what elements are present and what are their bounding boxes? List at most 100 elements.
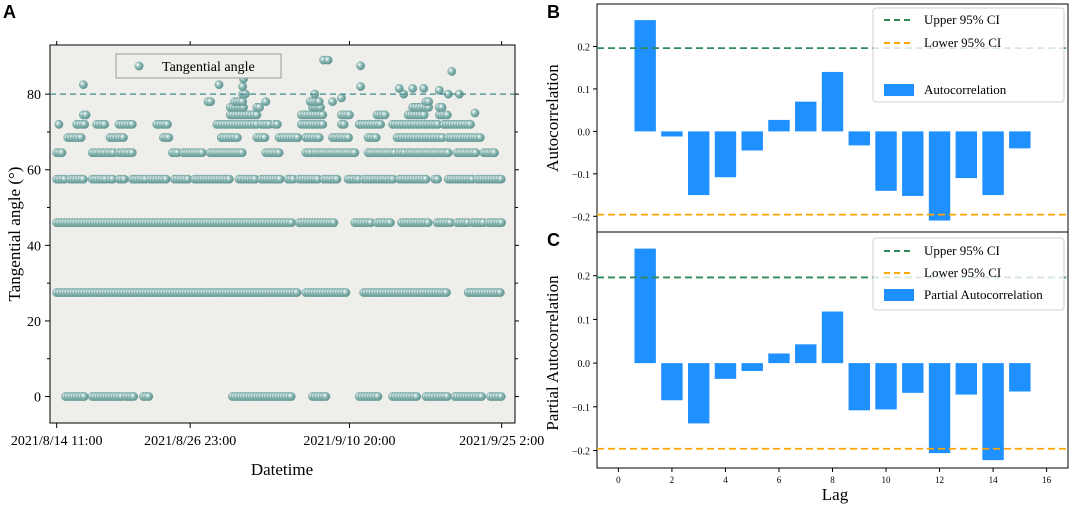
scatter-point [314,133,324,143]
panel-b-legend-bar-swatch [884,84,914,96]
panel-b-bars [597,20,1068,221]
bar-lag-14 [982,363,1004,461]
scatter-point [100,119,110,129]
panel-b-legend-upper-label: Upper 95% CI [924,12,1000,27]
bar-lag-2 [661,131,683,137]
bar-lag-13 [955,363,978,395]
bar-lag-8 [821,71,844,132]
scatter-point [471,148,481,158]
x-tick-label: 14 [989,475,999,485]
scatter-point [79,392,89,401]
y-tick-label: 0.0 [578,127,591,138]
panel-c-legend-bar-label: Partial Autocorrelation [924,287,1043,302]
panel-c-legend-box [872,237,1065,311]
scatter-point [232,133,242,143]
scatter-point [437,102,447,112]
scatter-point [433,174,442,184]
panel-a-plot-area [49,44,516,424]
panel-a-y-axis-label: Tangential angle (°) [5,167,24,302]
scatter-point [447,67,457,76]
panel-c-legend-bar-swatch [884,289,914,301]
scatter-point [386,218,395,228]
panel-c-legend-lower-label: Lower 95% CI [924,265,1001,280]
y-tick-label: 0.1 [578,315,591,326]
y-tick-label: 0 [34,391,41,406]
x-tick-label: 12 [935,475,944,485]
x-tick-label: 8 [830,475,835,485]
scatter-point [292,288,302,297]
scatter-point [421,174,431,184]
scatter-point [419,84,429,93]
scatter-point [197,148,207,158]
panel-label-b: B [547,2,560,22]
scatter-point [344,133,353,143]
panel-a-scatter: 0 20 40 60 80 2021/8/14 11:00 2021/8/26 23:00… [5,41,544,479]
panel-b-y-axis: −0.2 −0.1 0.0 0.1 0.2 [572,42,597,223]
panel-c-pacf-chart: −0.2 −0.1 0.0 0.1 0.2 0 2 4 6 8 10 12 14 16 Lag Part… [543,231,1069,504]
scatter-point [376,119,386,129]
scatter-point [329,218,339,228]
scatter-point [490,148,499,158]
scatter-point [356,61,365,71]
y-tick-label: 40 [27,239,41,254]
scatter-point [496,392,506,401]
scatter-point [260,133,270,143]
x-tick-label: 2021/8/14 11:00 [11,434,103,449]
y-tick-label: 20 [27,315,41,330]
scatter-point [332,174,342,184]
bar-lag-2 [661,363,683,401]
panel-c-x-axis-label: Lag [822,485,849,504]
scatter-point [371,133,381,143]
scatter-point [78,174,88,184]
scatter-point [252,110,262,120]
scatter-point [261,97,271,107]
scatter-point [238,97,248,107]
scatter-point [337,93,346,103]
scatter-point [434,85,444,95]
bar-lag-3 [687,131,710,196]
scatter-point [214,80,224,90]
scatter-point [496,174,506,184]
panel-b-acf-chart: −0.2 −0.1 0.0 0.1 0.2 Autocorrelation Upper … [543,3,1069,233]
panel-b-y-axis-label: Autocorrelation [543,64,562,172]
y-tick-label: 0.2 [578,272,591,283]
bar-lag-15 [1009,363,1031,392]
bar-lag-12 [928,131,951,221]
scatter-point [127,148,137,158]
y-tick-label: 0.0 [578,359,591,370]
scatter-point [119,133,128,143]
panel-b-legend-bar-label: Autocorrelation [924,82,1007,97]
panel-a-legend: Tangential angle [115,53,282,79]
bar-lag-1 [634,248,656,364]
scatter-point [163,119,172,129]
bar-lag-7 [795,101,817,132]
bar-lag-1 [634,20,656,132]
scatter-point [408,84,418,93]
bar-lag-8 [821,311,844,364]
scatter-point [341,288,351,297]
scatter-point [237,148,247,158]
scatter-point [339,119,349,129]
panel-label-a: A [3,2,16,22]
scatter-point [76,133,86,143]
x-tick-label: 16 [1042,475,1052,485]
bar-lag-10 [875,131,897,191]
panel-label-c: C [547,230,560,250]
panel-b-legend: Upper 95% CI Lower 95% CI Autocorrelatio… [872,7,1065,103]
scatter-point [78,80,88,90]
y-tick-label: 0.2 [578,42,591,53]
scatter-point [442,288,451,297]
panel-c-bars [597,248,1068,461]
panel-a-legend-marker [134,61,144,71]
bar-lag-7 [795,344,817,364]
scatter-point [318,119,328,129]
x-tick-label: 2021/8/26 23:00 [144,434,236,449]
panel-b-legend-lower-label: Lower 95% CI [924,35,1001,50]
bar-lag-4 [714,363,737,379]
x-tick-label: 2 [670,475,675,485]
bar-lag-6 [768,119,790,132]
panel-c-y-axis-label: Partial Autocorrelation [543,275,562,431]
bar-lag-3 [687,363,710,424]
x-tick-label: 4 [723,475,728,485]
scatter-point [314,97,324,107]
